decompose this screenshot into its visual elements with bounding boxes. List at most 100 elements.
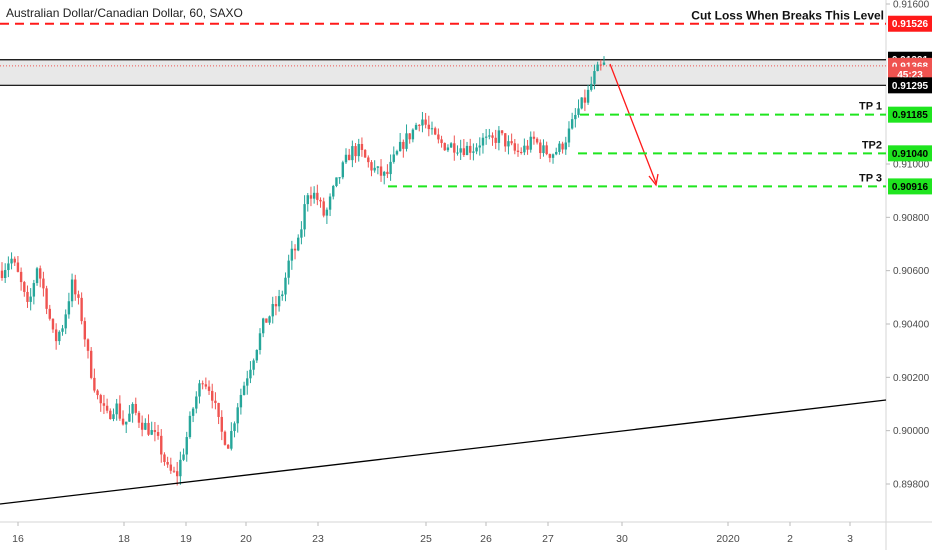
candle-body [271,304,274,317]
candle-body [3,270,7,278]
candle-body [456,152,459,154]
candle-body [303,204,306,230]
y-tick-label: 0.91600 [893,0,930,11]
candle-body [223,431,227,445]
x-tick-label: 23 [312,533,324,545]
candle-body [309,195,313,199]
candle-body [144,422,147,430]
candle-body [373,167,376,171]
candle-body [379,166,383,176]
candle-body [109,410,112,420]
candle-body [504,133,507,147]
candle-body [564,142,567,150]
candle-body [185,437,188,455]
candle-body [195,396,198,409]
candle-body [156,432,160,436]
candle-body [459,148,462,153]
candle-body [102,403,106,406]
candle-body [325,209,329,216]
candle-body [367,157,370,163]
candle-body [261,318,265,334]
forecast-arrow-head [648,173,659,187]
candle-body [182,454,185,460]
candle-body [226,444,230,449]
candle-body [449,143,453,148]
candle-body [112,414,115,420]
x-tick-label: 26 [480,533,492,545]
candle-body [370,162,373,171]
candle-body [150,430,153,435]
candle-body [284,277,287,295]
candle-body [115,403,118,415]
candle-body [204,384,208,387]
candle-body [570,119,574,129]
candle-body [513,143,517,151]
y-tick-label: 0.90200 [893,373,930,384]
candle-body [290,248,294,261]
candle-body [13,258,16,263]
candle-body [472,151,475,153]
candle-body [242,385,246,395]
chart-title: Australian Dollar/Canadian Dollar, 60, S… [6,6,243,20]
level-lines[interactable]: Cut Loss When Breaks This Level TP 1 TP2 TP… [0,9,886,188]
candle-body [354,146,357,157]
x-tick-label: 20 [240,533,252,545]
candle-body [411,129,415,140]
candle-body [567,128,571,143]
candle-body [542,145,545,154]
candle-body [26,291,29,302]
candle-body [532,136,536,139]
candle-body [191,408,195,416]
candle-body [599,64,603,66]
candle-body [0,270,4,278]
candle-body [446,147,450,151]
candle-body [555,151,558,155]
ascending-trendline[interactable] [0,399,887,505]
candle-body [590,83,593,90]
price-badge-tp2 [888,145,932,162]
price-badge-text-tp3: 0.90916 [892,182,929,193]
candle-body [252,360,255,370]
candle-body [147,422,150,435]
candle-body [462,148,466,155]
candle-body [500,130,504,134]
candle-body [433,128,437,135]
candle-body [545,145,548,155]
candle-body [316,192,319,200]
candle-body [491,135,494,138]
resistance-zone[interactable] [0,59,886,86]
candle-body [54,329,58,342]
candle-body [443,143,446,151]
price-badges: 0.915260.911850.910400.909160.913910.913… [888,15,932,195]
candle-body [338,177,341,179]
candle-body [198,383,201,397]
plot-area[interactable] [0,0,886,522]
x-tick-label: 3 [847,533,853,545]
level-label-tp1: TP 1 [859,101,882,113]
candle-body [523,145,526,153]
candle-body [246,378,249,386]
candle-body [405,133,408,149]
candle-body [344,154,348,163]
price-badge-cut-loss [888,15,932,32]
candle-body [42,278,45,289]
x-tick-label: 30 [616,533,628,545]
candle-body [188,415,192,438]
candle-body [265,318,268,323]
candle-body [61,328,64,332]
candle-body [312,192,316,199]
candle-body [319,199,322,202]
level-label-tp3: TP 3 [859,172,882,184]
candle-body [586,89,590,103]
candle-body [121,418,125,425]
candle-body [583,97,587,103]
candle-body [392,154,395,162]
candle-body [166,461,169,465]
candle-body [19,271,23,283]
candle-body [249,369,252,379]
forecast-arrow[interactable] [609,63,659,187]
y-tick-label: 0.89800 [893,480,930,491]
candle-body [128,413,131,422]
candle-body [48,308,51,319]
